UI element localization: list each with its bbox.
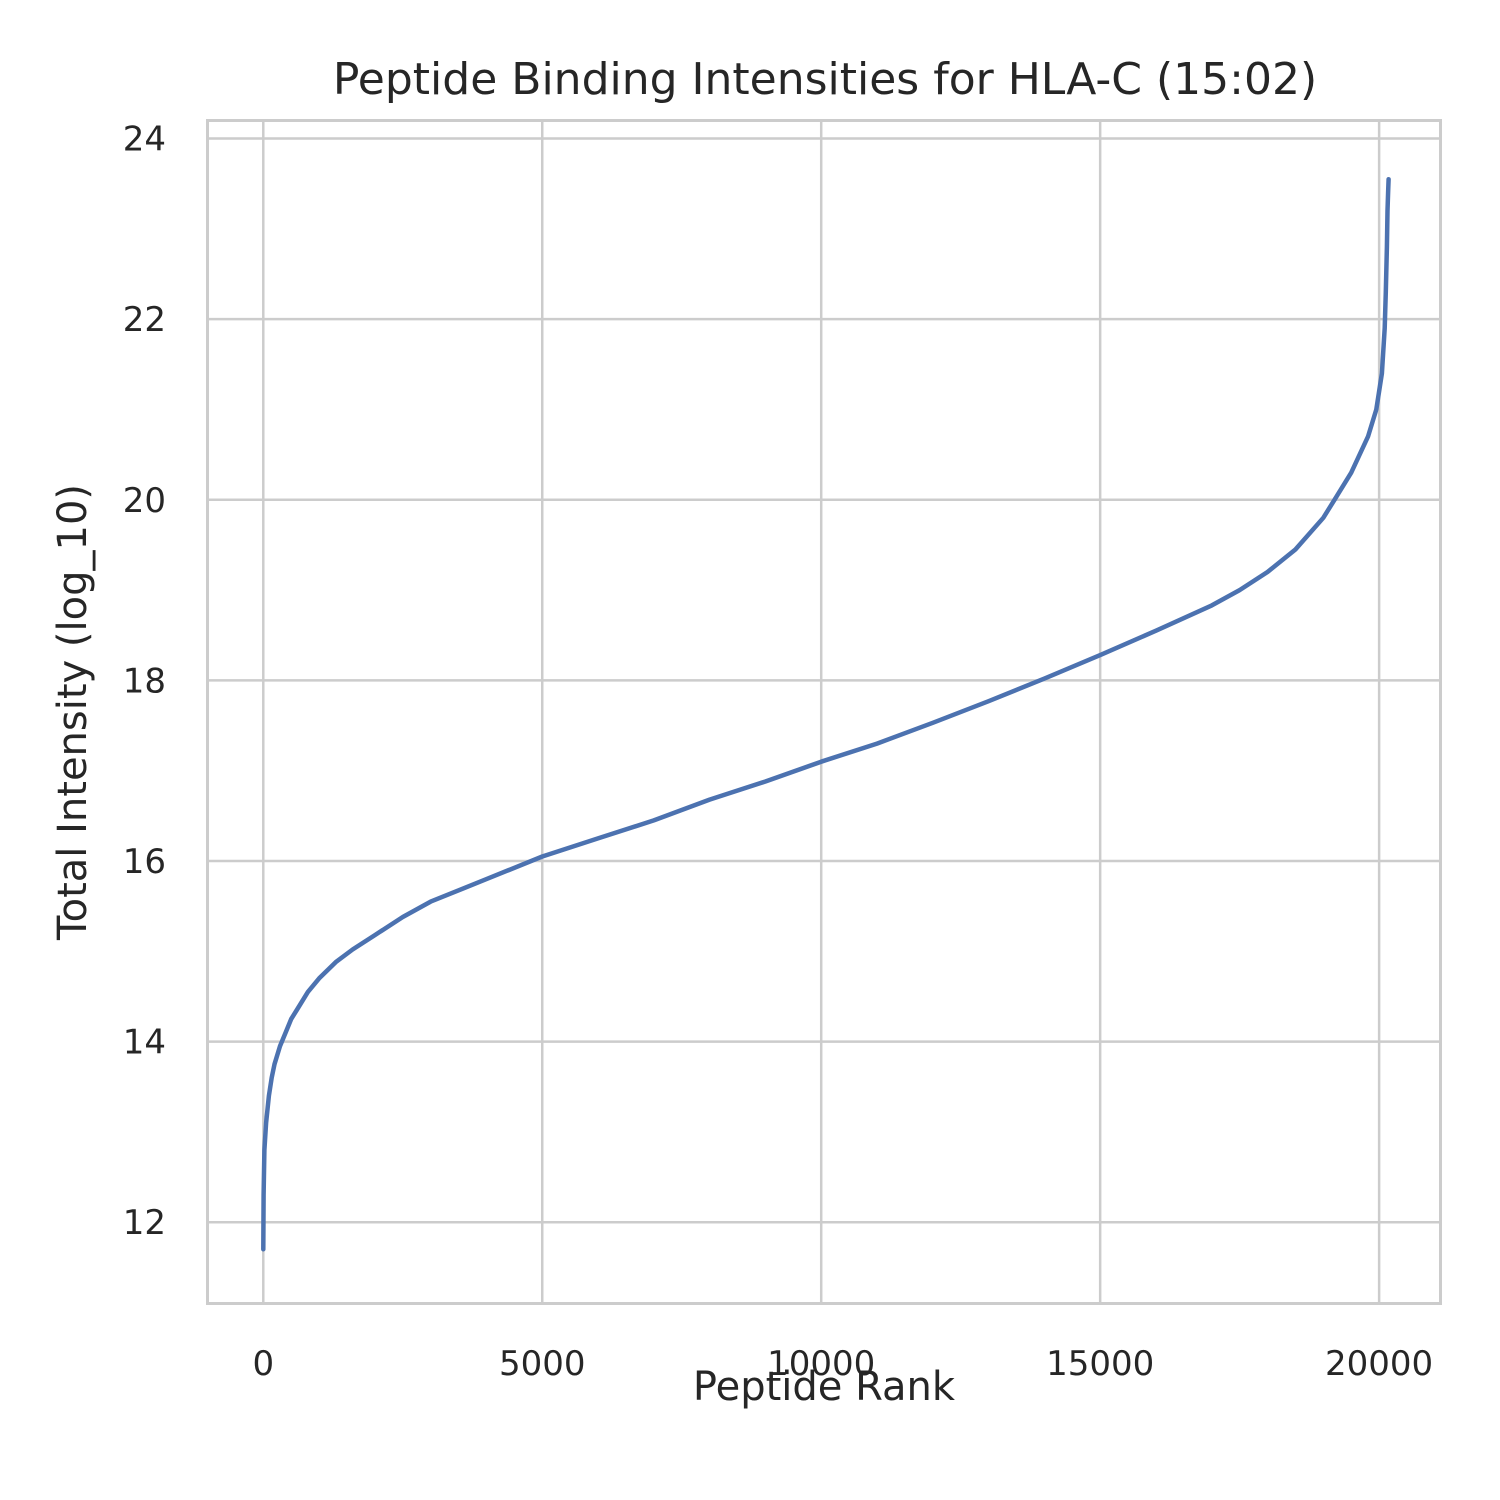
- x-tick-label: 10000: [767, 1344, 875, 1384]
- y-tick-labels: 12 14 16 18 20 22 24: [123, 120, 166, 1244]
- y-tick-label: 14: [123, 1023, 166, 1063]
- y-tick-label: 20: [123, 481, 166, 521]
- y-tick-label: 24: [123, 120, 166, 160]
- x-tick-label: 0: [252, 1344, 274, 1384]
- x-tick-label: 20000: [1325, 1344, 1433, 1384]
- x-tick-labels: 0 5000 10000 15000 20000: [252, 1344, 1433, 1384]
- y-tick-label: 16: [123, 842, 166, 882]
- x-axis-label: Peptide Rank: [693, 1364, 956, 1410]
- y-tick-label: 18: [123, 661, 166, 701]
- series-layer: [261, 176, 1391, 1252]
- x-tick-label: 15000: [1046, 1344, 1154, 1384]
- x-tick-label: 5000: [499, 1344, 586, 1384]
- y-tick-label: 12: [123, 1203, 166, 1243]
- plot-frame: [206, 119, 1442, 1305]
- chart-title: Peptide Binding Intensities for HLA-C (1…: [333, 54, 1317, 105]
- y-axis-label: Total Intensity (log_10): [50, 484, 96, 941]
- y-tick-label: 22: [123, 300, 166, 340]
- grid: [207, 120, 1441, 1304]
- series-line: [261, 176, 1391, 1252]
